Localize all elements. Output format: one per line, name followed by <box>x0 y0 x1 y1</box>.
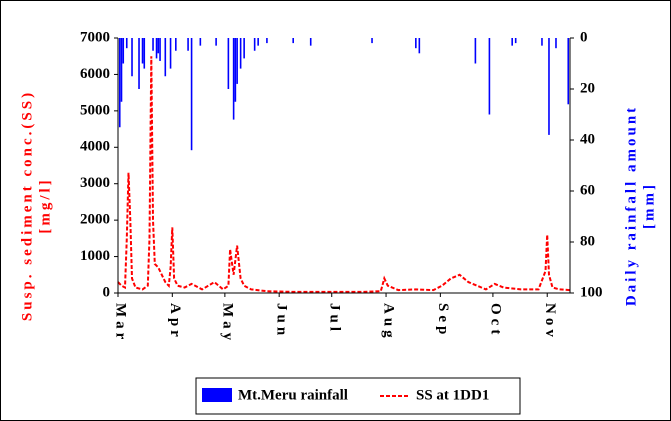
rain-bar <box>169 38 172 69</box>
y-tick-label: 5000 <box>80 102 110 118</box>
y2-tick-label: 60 <box>580 182 595 198</box>
rain-bar <box>120 38 123 102</box>
y-tick-label: 7000 <box>80 29 110 45</box>
y-axis-label: Susp. sediment conc.(SS) <box>19 90 35 321</box>
rain-bar <box>227 38 230 89</box>
rain-bar <box>234 38 237 102</box>
x-tick-label: Jul <box>326 303 342 335</box>
x-tick-label: Jun <box>274 303 290 339</box>
y2-axis-label: [mm] <box>641 182 657 229</box>
x-tick-label: Oct <box>487 303 503 338</box>
rain-bar <box>138 38 140 89</box>
y2-tick-label: 100 <box>580 284 603 300</box>
legend-swatch <box>202 388 232 402</box>
rain-bar <box>236 38 238 84</box>
rain-bar <box>371 38 373 44</box>
y-tick-label: 2000 <box>80 212 110 228</box>
rain-bar <box>257 38 259 46</box>
rain-bar <box>266 38 268 44</box>
x-tick-label: Nov <box>542 303 558 341</box>
rain-bar <box>243 38 245 59</box>
legend-label: SS at 1DD1 <box>416 387 489 403</box>
y-tick-label: 4000 <box>80 139 110 155</box>
rain-bar <box>175 38 177 51</box>
ss-line <box>117 56 571 293</box>
rain-bar <box>187 38 189 51</box>
x-tick-label: May <box>219 303 235 344</box>
legend-box <box>195 377 521 415</box>
y-tick-label: 0 <box>103 284 111 300</box>
rain-bar <box>122 38 125 64</box>
y-tick-label: 3000 <box>80 175 110 191</box>
rain-bar <box>143 38 146 69</box>
rain-bar <box>511 38 513 46</box>
rain-bar <box>309 38 312 46</box>
rain-bar <box>474 38 477 64</box>
rain-bar <box>125 38 128 49</box>
rain-bar <box>232 38 235 120</box>
y2-tick-label: 0 <box>580 29 588 45</box>
rain-bar <box>292 38 294 44</box>
rain-bar <box>118 38 121 128</box>
rain-bar <box>239 38 242 69</box>
rain-bar <box>155 38 158 59</box>
rain-bar <box>548 38 550 135</box>
rain-bar <box>514 38 517 44</box>
rain-bar <box>415 38 417 49</box>
rain-bar <box>488 38 491 115</box>
y2-axis-label: Daily rainfall amount <box>623 105 639 306</box>
rain-bar <box>215 38 217 46</box>
x-tick-label: Apr <box>167 303 183 341</box>
x-tick-label: Sep <box>435 303 451 338</box>
rain-bar <box>141 38 144 64</box>
y2-tick-label: 20 <box>580 80 595 96</box>
x-tick-label: Mar <box>113 303 129 343</box>
y2-tick-label: 40 <box>580 131 595 147</box>
y-tick-label: 6000 <box>80 66 110 82</box>
rain-bar <box>157 38 160 54</box>
rain-bar <box>555 38 557 49</box>
rain-bar <box>567 38 570 105</box>
rain-bar <box>159 38 161 61</box>
legend-label: Mt.Meru rainfall <box>238 387 348 403</box>
rain-bar <box>199 38 202 46</box>
rain-bar <box>152 38 154 51</box>
y-axis-label: [mg/l] <box>37 177 53 233</box>
y2-tick-label: 80 <box>580 233 595 249</box>
rain-bar <box>131 38 133 77</box>
rain-bar <box>190 38 193 151</box>
x-tick-label: Aug <box>381 303 397 342</box>
rain-bar <box>418 38 421 54</box>
rain-bar <box>541 38 543 46</box>
y-tick-label: 1000 <box>80 248 110 264</box>
rain-bar <box>253 38 256 51</box>
rain-bar <box>164 38 167 77</box>
